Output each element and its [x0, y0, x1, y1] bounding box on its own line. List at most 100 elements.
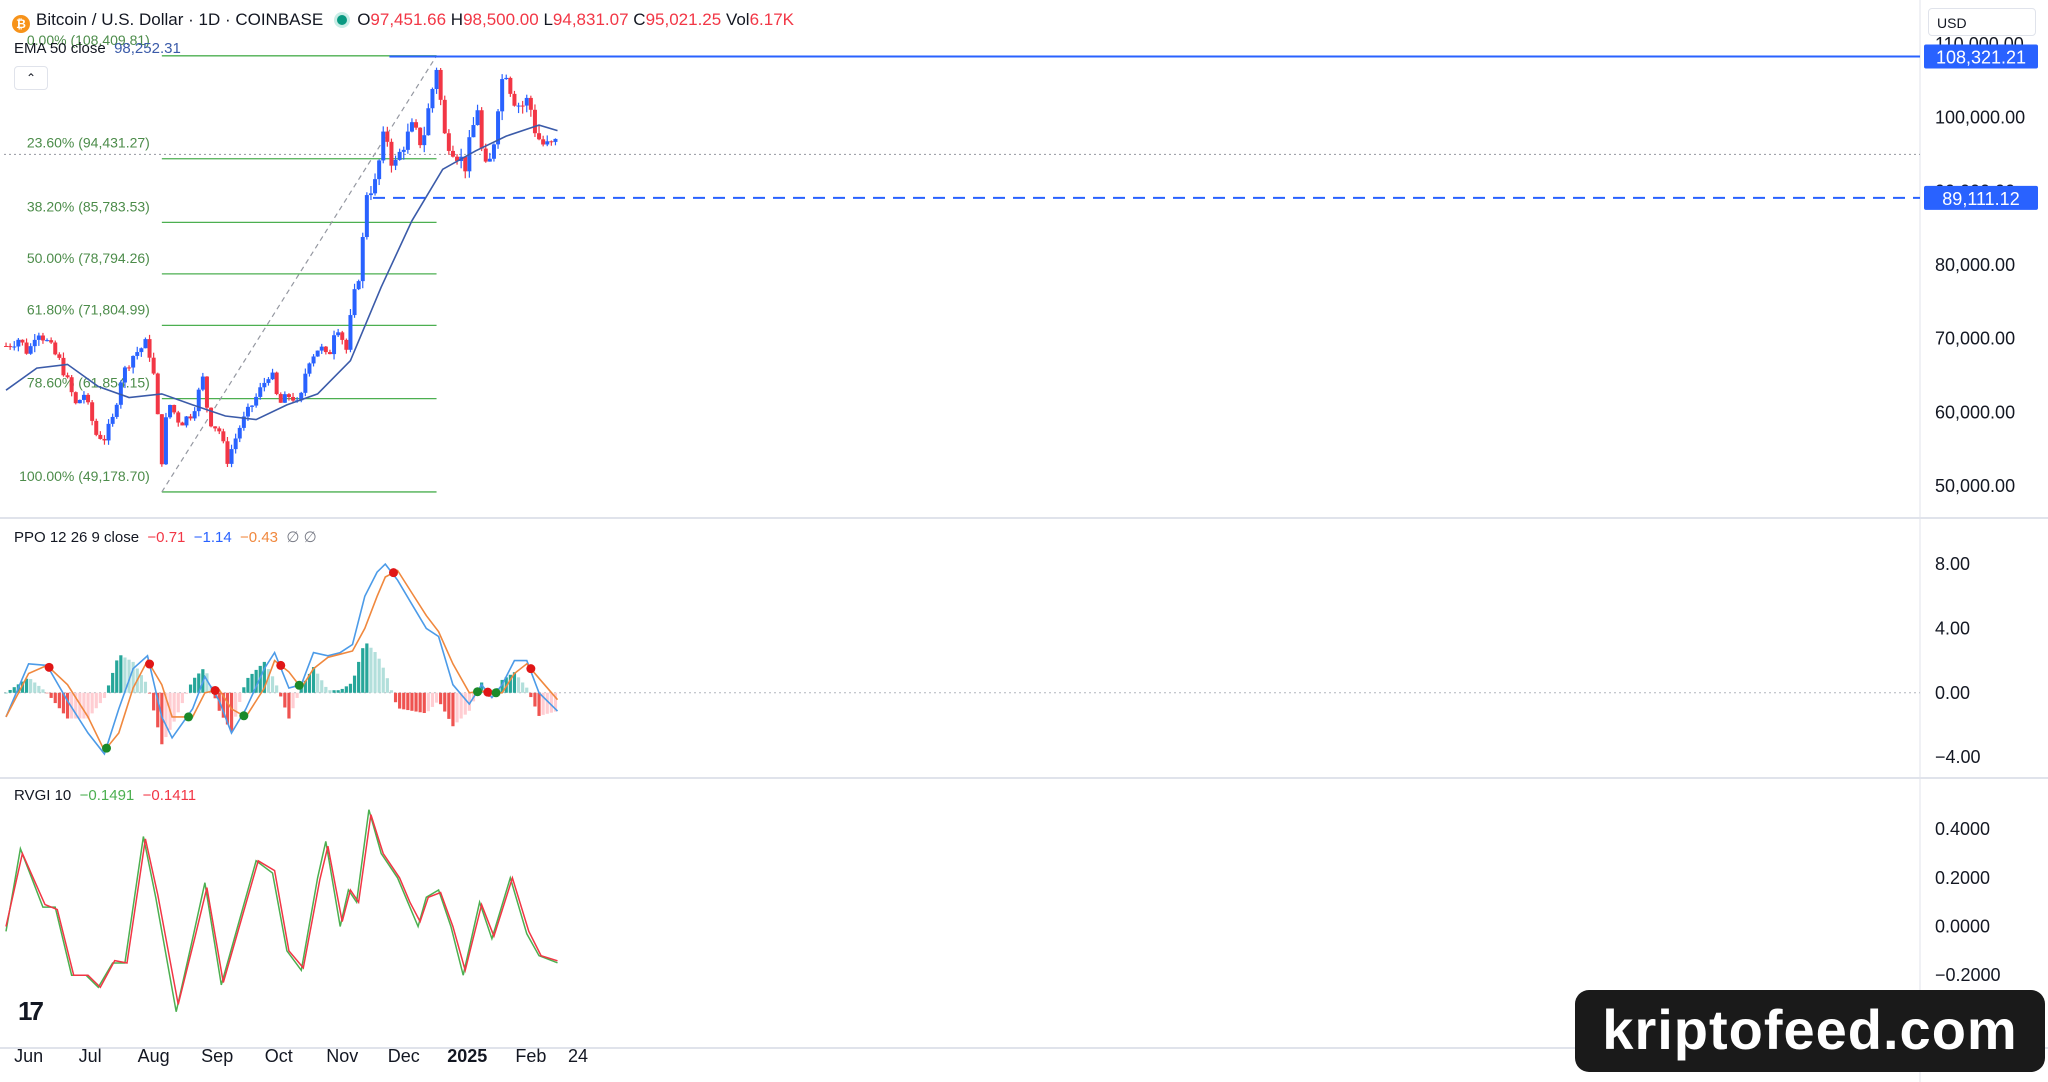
ppo-histogram-bar [262, 661, 266, 693]
candle-body [266, 379, 271, 383]
ppo-histogram-bar [549, 692, 553, 713]
candle-body [405, 131, 410, 150]
ppo-histogram-bar [455, 692, 459, 723]
ppo-cross-marker [184, 712, 193, 722]
candle-body [200, 376, 205, 390]
high-value: 98,500.00 [463, 10, 539, 29]
candle-body [512, 93, 517, 106]
ppo-value-1: −0.71 [147, 529, 186, 546]
symbol-header[interactable]: ₿ Bitcoin / U.S. Dollar · 1D · COINBASE O9… [12, 10, 794, 33]
ppo-histogram-bar [402, 692, 406, 710]
ppo-histogram-bar [4, 692, 8, 694]
ppo-histogram-bar [357, 661, 361, 693]
ppo-histogram-bar [463, 692, 467, 715]
candle-body [139, 348, 144, 353]
open-value: 97,451.66 [370, 10, 447, 29]
high-label: H [450, 10, 464, 29]
ppo-histogram-bar [508, 674, 512, 693]
candle-body [291, 396, 296, 401]
candle-body [496, 111, 501, 145]
close-value: 95,021.25 [645, 10, 722, 29]
candle-body [57, 354, 62, 358]
ppo-histogram-bar [156, 692, 160, 728]
candle-body [278, 394, 283, 403]
candle-body [471, 125, 476, 138]
ppo-histogram-bar [78, 692, 82, 719]
candle-body [122, 367, 127, 383]
currency-selector[interactable]: USD [1928, 8, 2036, 36]
candle-body [163, 417, 168, 465]
candle-body [61, 357, 66, 376]
candle-body [360, 237, 365, 282]
candle-body [434, 69, 439, 89]
ppo-histogram-bar [41, 689, 45, 693]
ppo-legend[interactable]: PPO 12 26 9 close −0.71 −1.14 −0.43 ∅ ∅ [14, 528, 317, 546]
ppo-histogram-bar [275, 685, 279, 693]
ppo-histogram-bar [283, 692, 287, 708]
ppo-histogram-bar [553, 692, 558, 712]
candle-body [53, 342, 58, 355]
candle-body [188, 416, 193, 419]
candle-body [8, 346, 13, 348]
candle-body [553, 138, 558, 142]
ppo-histogram-bar [238, 692, 242, 702]
ppo-histogram-bar [447, 692, 451, 719]
market-open-dot-icon [337, 15, 348, 25]
ppo-histogram-bar [180, 692, 184, 704]
price-tick-label: 50,000.00 [1935, 476, 2015, 496]
fib-level-label: 23.60% (94,431.27) [27, 135, 150, 151]
candle-body [65, 375, 70, 378]
candle-body [20, 339, 25, 343]
ppo-tick-label: 8.00 [1935, 554, 1970, 574]
candle-body [315, 350, 320, 357]
x-axis-label: Aug [138, 1046, 170, 1066]
ppo-cross-marker [389, 568, 398, 578]
candle-body [332, 335, 337, 355]
collapse-legend-button[interactable]: ⌃ [14, 66, 48, 90]
ppo-histogram-bar [102, 692, 107, 698]
candle-body [172, 404, 177, 413]
candle-body [127, 367, 132, 369]
candle-body [463, 156, 468, 172]
ema-label: EMA 50 close [14, 40, 106, 57]
ppo-histogram-bar [316, 673, 320, 693]
ppo-histogram-bar [53, 692, 57, 704]
price-label: 108,321.21 [1936, 47, 2026, 67]
ppo-histogram-bar [193, 677, 197, 693]
ppo-histogram-bar [131, 661, 135, 693]
ppo-histogram-bar [111, 672, 115, 693]
tradingview-logo-icon[interactable]: 17 [18, 996, 44, 1026]
candle-body [237, 427, 242, 439]
candle-body [520, 105, 525, 107]
ppo-histogram-bar [29, 679, 33, 693]
ppo-histogram-bar [127, 659, 131, 693]
ppo-histogram-bar [328, 690, 332, 693]
candle-body [233, 438, 238, 450]
ppo-histogram-bar [418, 692, 422, 713]
candle-body [49, 340, 54, 343]
ppo-histogram-bar [500, 679, 504, 693]
ppo-histogram-bar [311, 667, 316, 693]
ppo-histogram-bar [291, 692, 295, 709]
ppo-histogram-bar [184, 692, 189, 694]
candle-body [168, 404, 173, 418]
ppo-histogram-bar [422, 692, 426, 714]
ema-legend[interactable]: EMA 50 close 98,252.31 [14, 40, 181, 57]
ppo-histogram-bar [365, 643, 369, 693]
candle-body [418, 127, 423, 146]
candle-body [307, 363, 312, 374]
rvgi-legend[interactable]: RVGI 10 −0.1491 −0.1411 [14, 787, 196, 804]
price-label: 89,111.12 [1942, 189, 2019, 209]
candle-body [159, 414, 164, 465]
candle-body [40, 335, 45, 341]
ppo-histogram-bar [443, 692, 447, 712]
candle-body [147, 339, 152, 358]
ppo-histogram-bar [381, 667, 385, 693]
candle-body [143, 339, 148, 349]
candle-body [250, 405, 255, 407]
ppo-histogram-bar [94, 692, 98, 709]
ppo-histogram-bar [37, 685, 41, 693]
ppo-histogram-bar [164, 692, 168, 738]
x-axis-label: Sep [201, 1046, 233, 1066]
